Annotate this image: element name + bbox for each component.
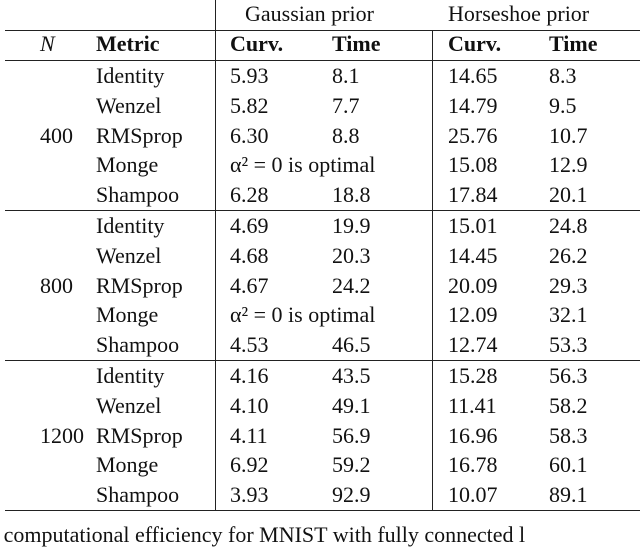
cell: 26.2	[549, 242, 588, 268]
metric-label: Monge	[96, 302, 159, 328]
cell: 8.1	[332, 63, 360, 88]
cell: 16.96	[448, 422, 498, 448]
group-n: 400	[40, 122, 73, 148]
column-rule	[432, 30, 433, 510]
column-header: Metric	[96, 31, 160, 56]
group-n: 800	[40, 272, 73, 298]
cell: 4.67	[230, 272, 269, 298]
cell: 11.41	[448, 392, 497, 418]
cell: α² = 0 is optimal	[230, 152, 376, 178]
cell: 14.79	[448, 92, 498, 118]
cell: 24.8	[549, 213, 588, 238]
cell: 4.11	[230, 422, 268, 448]
group-header: Horseshoe prior	[448, 1, 590, 26]
cell: 16.78	[448, 452, 498, 478]
rule	[5, 510, 640, 511]
metric-label: Monge	[96, 152, 159, 178]
cell: 53.3	[549, 332, 588, 358]
caption: l computational efficiency for MNIST wit…	[0, 522, 526, 547]
cell: 14.65	[448, 63, 498, 88]
cell: 8.3	[549, 63, 577, 88]
cell: 43.5	[332, 363, 371, 388]
metric-label: RMSprop	[96, 122, 183, 148]
cell: 58.2	[549, 392, 588, 418]
cell: 12.9	[549, 152, 588, 178]
metric-label: RMSprop	[96, 422, 183, 448]
cell: 15.28	[448, 363, 498, 388]
cell: 4.68	[230, 242, 269, 268]
cell: 15.01	[448, 213, 498, 238]
cell: 49.1	[332, 392, 371, 418]
cell: 6.92	[230, 452, 269, 478]
metric-label: Identity	[96, 213, 165, 238]
cell: 29.3	[549, 272, 588, 298]
metric-label: Monge	[96, 452, 159, 478]
metric-label: Shampoo	[96, 332, 180, 358]
cell: 5.93	[230, 63, 269, 88]
cell: 19.9	[332, 213, 371, 238]
cell: 8.8	[332, 122, 360, 148]
column-header: Time	[332, 31, 381, 56]
rule	[5, 360, 640, 361]
rule	[5, 30, 640, 31]
cell: 3.93	[230, 482, 269, 508]
metric-label: Wenzel	[96, 392, 162, 418]
column-rule	[215, 0, 216, 510]
metric-label: Wenzel	[96, 242, 162, 268]
cell: 20.09	[448, 272, 498, 298]
rule	[5, 60, 640, 61]
cell: 24.2	[332, 272, 371, 298]
cell: 60.1	[549, 452, 588, 478]
cell: 12.09	[448, 302, 498, 328]
cell: 20.3	[332, 242, 371, 268]
column-header: Curv.	[230, 31, 284, 56]
cell: 17.84	[448, 182, 498, 208]
column-header: N	[40, 31, 55, 56]
cell: 25.76	[448, 122, 498, 148]
cell: 89.1	[549, 482, 588, 508]
cell: 20.1	[549, 182, 588, 208]
cell: 7.7	[332, 92, 360, 118]
cell: 92.9	[332, 482, 371, 508]
metric-label: RMSprop	[96, 272, 183, 298]
metric-label: Identity	[96, 63, 165, 88]
cell: 5.82	[230, 92, 269, 118]
cell: 32.1	[549, 302, 588, 328]
cell: 46.5	[332, 332, 371, 358]
cell: 15.08	[448, 152, 498, 178]
metric-label: Identity	[96, 363, 165, 388]
column-header: Time	[549, 31, 598, 56]
cell: 56.9	[332, 422, 371, 448]
cell: 59.2	[332, 452, 371, 478]
cell: 12.74	[448, 332, 498, 358]
cell: 4.69	[230, 213, 269, 238]
metric-label: Shampoo	[96, 182, 180, 208]
cell: 14.45	[448, 242, 498, 268]
cell: 4.10	[230, 392, 269, 418]
cell: 56.3	[549, 363, 588, 388]
cell: 10.07	[448, 482, 498, 508]
cell: 10.7	[549, 122, 588, 148]
cell: 6.30	[230, 122, 269, 148]
cell: 58.3	[549, 422, 588, 448]
group-n: 1200	[40, 422, 84, 448]
metric-label: Shampoo	[96, 482, 180, 508]
cell: α² = 0 is optimal	[230, 302, 376, 328]
group-header: Gaussian prior	[245, 1, 374, 26]
cell: 18.8	[332, 182, 371, 208]
cell: 4.16	[230, 363, 269, 388]
cell: 9.5	[549, 92, 577, 118]
metric-label: Wenzel	[96, 92, 162, 118]
rule	[5, 210, 640, 211]
cell: 4.53	[230, 332, 269, 358]
cell: 6.28	[230, 182, 269, 208]
column-header: Curv.	[448, 31, 502, 56]
